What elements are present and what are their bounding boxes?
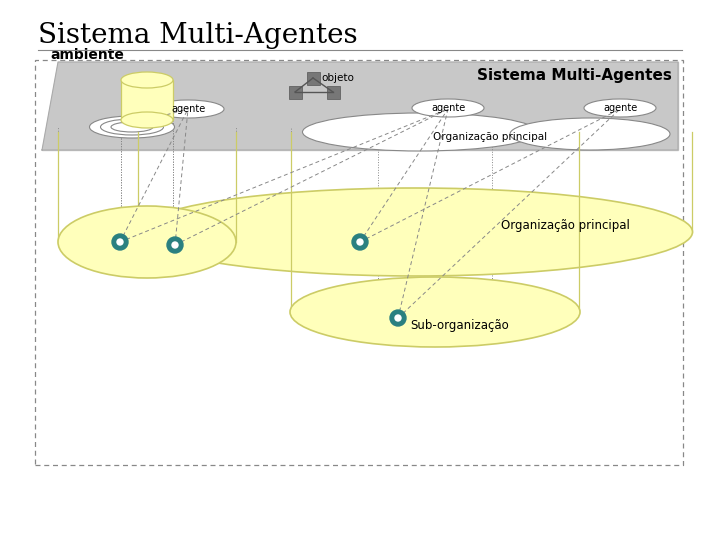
Bar	[121, 80, 173, 120]
Text: Sistema Multi-Agentes: Sistema Multi-Agentes	[38, 22, 358, 49]
Bar	[307, 71, 320, 84]
Ellipse shape	[121, 112, 173, 128]
Ellipse shape	[138, 188, 693, 276]
Ellipse shape	[412, 99, 484, 117]
Ellipse shape	[584, 99, 656, 117]
Ellipse shape	[121, 72, 173, 88]
Ellipse shape	[111, 122, 153, 132]
Text: Sistema Multi-Agentes: Sistema Multi-Agentes	[477, 68, 672, 83]
Ellipse shape	[290, 277, 580, 347]
FancyBboxPatch shape	[35, 60, 683, 465]
Ellipse shape	[302, 113, 538, 151]
Ellipse shape	[58, 206, 236, 278]
Ellipse shape	[152, 100, 224, 118]
Ellipse shape	[89, 116, 174, 138]
Polygon shape	[42, 62, 678, 150]
Circle shape	[112, 234, 128, 250]
Circle shape	[390, 310, 406, 326]
Circle shape	[357, 239, 363, 245]
Circle shape	[167, 237, 183, 253]
Ellipse shape	[510, 118, 670, 150]
Text: agente: agente	[171, 104, 205, 114]
Text: Sub-organização: Sub-organização	[410, 319, 509, 332]
Text: agente: agente	[603, 103, 637, 113]
Bar	[326, 85, 340, 98]
Text: ambiente: ambiente	[50, 48, 124, 62]
Text: agente: agente	[431, 103, 465, 113]
Bar	[289, 85, 302, 98]
Text: Organização principal: Organização principal	[500, 219, 629, 232]
Text: Organização principal: Organização principal	[433, 132, 547, 142]
Circle shape	[352, 234, 368, 250]
Circle shape	[117, 239, 123, 245]
Circle shape	[395, 315, 401, 321]
Circle shape	[172, 242, 178, 248]
Ellipse shape	[101, 119, 163, 135]
Text: objeto: objeto	[321, 73, 354, 83]
